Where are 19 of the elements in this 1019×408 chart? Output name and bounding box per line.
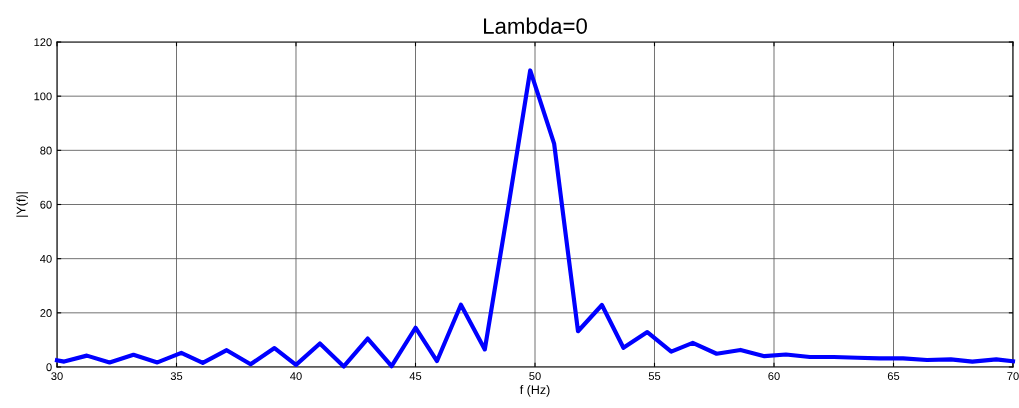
y-tick-label: 100 [34, 92, 52, 101]
x-tick-label: 70 [1007, 372, 1019, 381]
y-tick-label: 80 [40, 146, 52, 155]
x-tick-label: 30 [51, 372, 63, 381]
y-axis-title: |Y(f)| [16, 192, 29, 217]
x-tick-label: 60 [768, 372, 780, 381]
y-tick-label: 40 [40, 254, 52, 263]
x-tick-label: 35 [170, 372, 183, 381]
y-tick-label: 120 [34, 38, 52, 47]
x-tick-label: 55 [648, 372, 661, 381]
y-tick-label: 20 [40, 309, 52, 317]
x-tick-label: 65 [887, 372, 900, 381]
x-tick-label: 45 [409, 372, 422, 381]
chart-title: Lambda=0 [484, 17, 587, 34]
x-tick-label: 50 [529, 372, 541, 381]
x-tick-label: 40 [290, 372, 302, 381]
x-axis-title: f (Hz) [519, 385, 550, 397]
y-tick-label: 0 [46, 363, 52, 372]
y-tick-label: 60 [40, 200, 52, 209]
